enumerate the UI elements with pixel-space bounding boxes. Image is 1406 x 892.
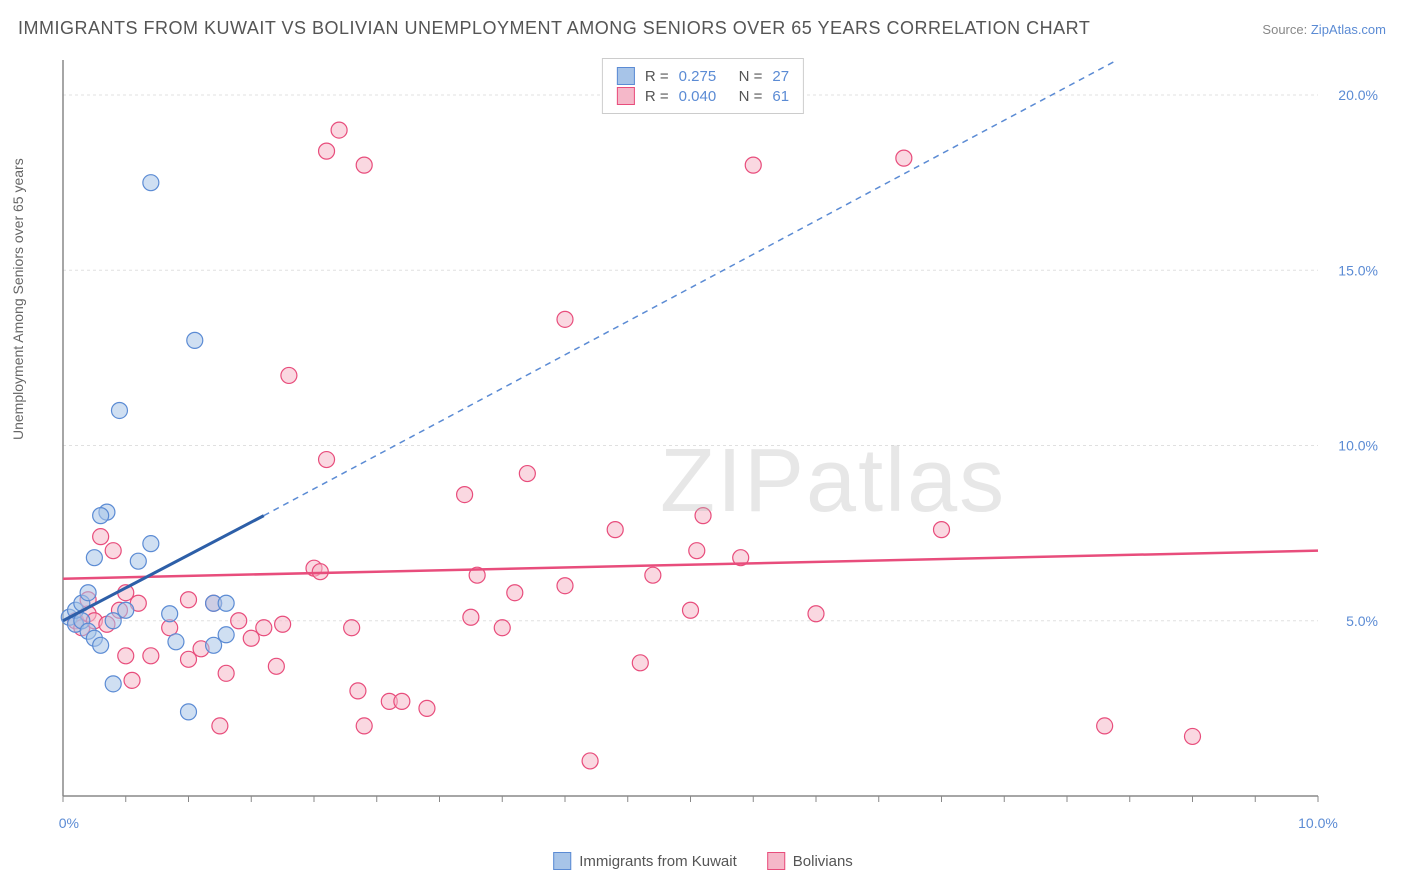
legend-row-pink: R = 0.040 N = 61 (617, 87, 789, 105)
y-axis-label: Unemployment Among Seniors over 65 years (10, 158, 26, 440)
swatch-pink (617, 87, 635, 105)
swatch-blue-icon (553, 852, 571, 870)
chart-title: IMMIGRANTS FROM KUWAIT VS BOLIVIAN UNEMP… (18, 18, 1090, 39)
source-label: Source: (1262, 22, 1307, 37)
svg-text:15.0%: 15.0% (1338, 262, 1378, 278)
svg-text:10.0%: 10.0% (1338, 438, 1378, 454)
source-credit: Source: ZipAtlas.com (1262, 22, 1386, 37)
swatch-blue (617, 67, 635, 85)
legend-row-blue: R = 0.275 N = 27 (617, 67, 789, 85)
svg-text:0.0%: 0.0% (58, 815, 79, 831)
source-link[interactable]: ZipAtlas.com (1311, 22, 1386, 37)
svg-text:5.0%: 5.0% (1346, 613, 1378, 629)
scatter-chart: 5.0% 10.0% 15.0% 20.0% 0.0% 10.0% (58, 58, 1388, 836)
legend-item-blue: Immigrants from Kuwait (553, 852, 737, 870)
svg-text:20.0%: 20.0% (1338, 87, 1378, 103)
svg-text:10.0%: 10.0% (1298, 815, 1338, 831)
series-legend: Immigrants from Kuwait Bolivians (553, 852, 853, 870)
legend-item-pink: Bolivians (767, 852, 853, 870)
swatch-pink-icon (767, 852, 785, 870)
correlation-legend: R = 0.275 N = 27 R = 0.040 N = 61 (602, 58, 804, 114)
